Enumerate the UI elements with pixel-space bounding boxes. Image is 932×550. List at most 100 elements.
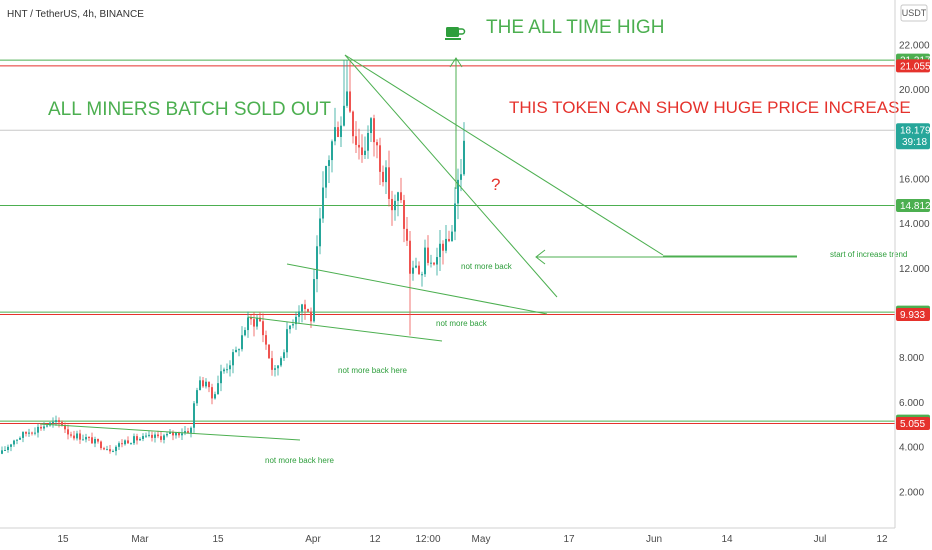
candle-body xyxy=(178,432,180,436)
candle-body xyxy=(403,200,405,229)
price-tag-box xyxy=(896,59,930,73)
candle-body xyxy=(247,317,249,331)
candle-body xyxy=(43,426,45,429)
candle-body xyxy=(217,383,219,395)
candle-body xyxy=(31,432,33,434)
candle-body xyxy=(391,198,393,211)
candle-body xyxy=(49,422,51,426)
candle-body xyxy=(214,394,216,399)
candle-body xyxy=(1,450,3,454)
candle-body xyxy=(196,390,198,404)
candle-body xyxy=(16,439,18,441)
candle-body xyxy=(415,265,417,268)
candle-body xyxy=(97,438,99,442)
candle-body xyxy=(64,425,66,430)
candle-body xyxy=(445,238,447,251)
time-tick-label: 15 xyxy=(212,534,224,545)
candle-body xyxy=(436,257,438,265)
candle-body xyxy=(58,420,60,423)
current-price-label: 18.179 xyxy=(900,126,931,137)
candle-body xyxy=(265,335,267,345)
candle-body xyxy=(256,317,258,327)
time-scale-ticks: 15 Mar 15 Apr 12 12:00 May 17 Jun 14 Jul 12 xyxy=(57,534,888,545)
candle-body xyxy=(193,403,195,428)
candle-body xyxy=(307,309,309,312)
candle-body xyxy=(463,140,465,175)
candle-body xyxy=(229,365,231,370)
candle-body xyxy=(382,171,384,183)
candle-body xyxy=(310,311,312,322)
candle-body xyxy=(157,434,159,437)
candle-body xyxy=(19,437,21,440)
annotation-price-increase: THIS TOKEN CAN SHOW HUGE PRICE INCREASE xyxy=(509,98,911,117)
candle-body xyxy=(151,434,153,438)
candle-body xyxy=(331,141,333,161)
candle-body xyxy=(271,358,273,370)
candle-body xyxy=(385,167,387,183)
currency-badge-box[interactable] xyxy=(900,4,928,22)
price-tick-label: 14.000 xyxy=(899,219,930,230)
candle-body xyxy=(316,246,318,280)
candle-body xyxy=(346,91,348,106)
candle-body xyxy=(379,145,381,172)
candle-body xyxy=(4,449,6,451)
candle-body xyxy=(76,433,78,439)
annotation-start-increase-trend: start of increase trend xyxy=(830,250,907,259)
candle-body xyxy=(235,349,237,353)
arrow-up-head xyxy=(449,57,463,68)
candle-body xyxy=(223,369,225,372)
candle-body xyxy=(103,448,105,450)
annotation-not-more-back-here-2: not more back here xyxy=(265,456,334,465)
candle-body xyxy=(148,434,150,436)
candle-body xyxy=(376,142,378,146)
candle-body xyxy=(130,443,132,445)
candle-body xyxy=(277,365,279,369)
candle-body xyxy=(388,167,390,199)
candle-body xyxy=(313,279,315,322)
arrow-left-head xyxy=(535,249,546,265)
candle-body xyxy=(253,319,255,327)
candle-body xyxy=(46,425,48,427)
candle-body xyxy=(454,203,456,232)
candle-body xyxy=(124,440,126,445)
currency-badge[interactable]: USDT xyxy=(902,8,927,18)
candle-body xyxy=(100,441,102,449)
candle-body xyxy=(61,422,63,426)
candle-body xyxy=(283,352,285,359)
candle-body xyxy=(205,381,207,387)
candle-body xyxy=(34,432,36,434)
candle-body xyxy=(373,118,375,143)
candle-body xyxy=(70,434,72,436)
time-tick-label: Jun xyxy=(646,534,662,545)
price-tag-label: 14.812 xyxy=(900,201,931,212)
candle-body xyxy=(268,344,270,359)
candle-body xyxy=(424,247,426,275)
trendline-feb-support xyxy=(39,423,301,441)
candle-body xyxy=(127,440,129,444)
candlestick-series xyxy=(1,60,465,456)
candle-body xyxy=(79,433,81,440)
time-tick-label: Jul xyxy=(814,534,827,545)
time-tick-label: May xyxy=(472,534,491,545)
candle-body xyxy=(460,174,462,180)
candle-body xyxy=(355,136,357,145)
time-tick-label: 14 xyxy=(721,534,733,545)
candle-body xyxy=(250,317,252,320)
candle-body xyxy=(370,118,372,133)
price-tick-label: 16.000 xyxy=(899,174,930,185)
candle-body xyxy=(22,432,24,438)
candle-body xyxy=(187,431,189,433)
price-tag-box xyxy=(896,307,930,321)
candle-body xyxy=(73,435,75,439)
price-tick-label: 20.000 xyxy=(899,85,930,96)
price-tick-label: 8.000 xyxy=(899,353,924,364)
candle-body xyxy=(427,247,429,263)
candle-body xyxy=(298,311,300,317)
time-tick-label: 17 xyxy=(563,534,575,545)
candle-body xyxy=(274,368,276,370)
trendline-ath-wide xyxy=(344,54,664,256)
time-tick-label: 12:00 xyxy=(415,534,440,545)
candle-body xyxy=(433,262,435,265)
candle-body xyxy=(259,317,261,322)
